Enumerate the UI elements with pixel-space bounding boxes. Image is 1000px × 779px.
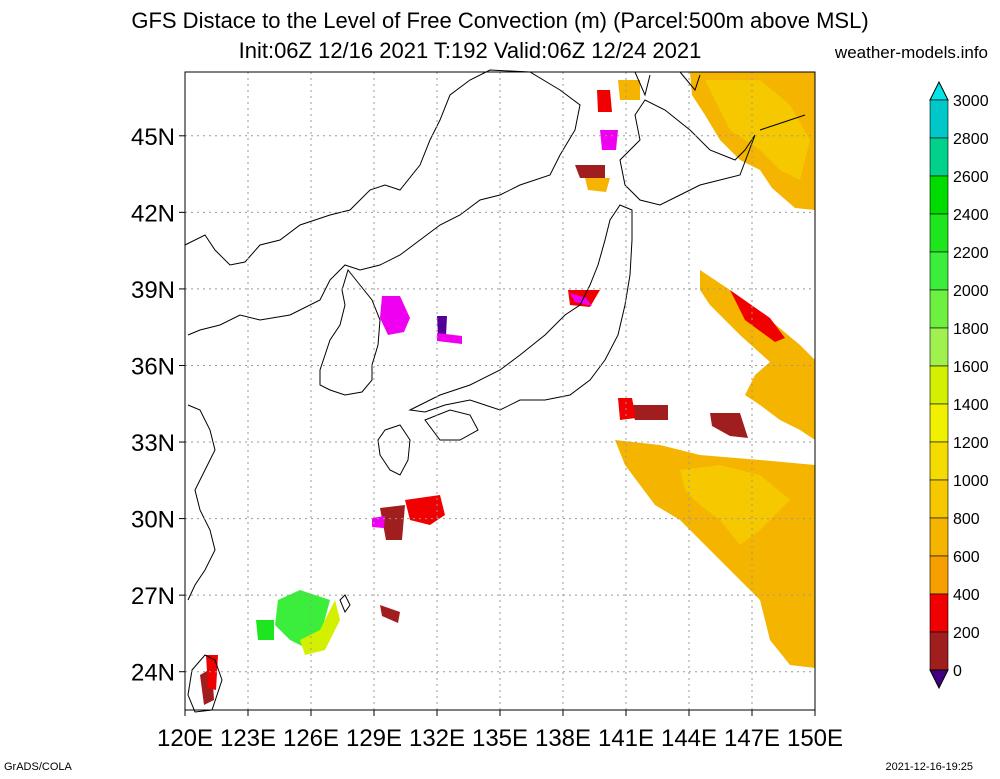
colorbar-swatch: [929, 403, 949, 443]
field-red-taiwan: [206, 655, 218, 690]
footer-timestamp: 2021-12-16-19:25: [885, 761, 973, 773]
colorbar-swatch: [929, 213, 949, 253]
footer-software-credit: GrADS/COLA: [4, 761, 72, 773]
colorbar-label: 2800: [953, 131, 989, 148]
field-orange-pacific-2: [705, 80, 810, 180]
field-red-3: [630, 405, 668, 420]
colorbar-label: 1800: [953, 321, 989, 338]
colorbar-label: 800: [953, 511, 980, 528]
colorbar-swatch: [929, 137, 949, 177]
field-red-hokkaido: [597, 90, 612, 112]
field-magenta-kyushu: [372, 516, 385, 528]
colorbar-swatch: [929, 175, 949, 215]
lat-tick-label: 45N: [131, 124, 175, 151]
colorbar-swatch: [929, 555, 949, 595]
colorbar-swatch: [929, 631, 949, 671]
colorbar-swatch: [929, 365, 949, 405]
field-red-2: [710, 413, 748, 438]
lat-tick-label: 42N: [131, 200, 175, 227]
lon-tick-label: 126E: [283, 725, 339, 752]
longitude-axis: 120E 123E 126E 129E 132E 135E 138E 141E 144E 147E…: [157, 710, 843, 752]
lon-tick-label: 123E: [220, 725, 276, 752]
colorbar-label: 2400: [953, 207, 989, 224]
colorbar-label: 1200: [953, 435, 989, 452]
colorbar-swatch: [929, 441, 949, 481]
chart-subtitle: Init:06Z 12/16 2021 T:192 Valid:06Z 12/2…: [238, 38, 702, 63]
colorbar-label: 400: [953, 587, 980, 604]
field-yellow-okinawa: [300, 600, 340, 655]
coast-kyushu: [377, 424, 411, 476]
convection-field: [200, 72, 815, 705]
colorbar-swatch: [929, 251, 949, 291]
field-magenta-honshu: [570, 293, 592, 306]
colorbar-label: 1000: [953, 473, 989, 490]
field-red-kyushu-south: [405, 495, 445, 525]
lon-tick-label: 138E: [535, 725, 591, 752]
colorbar-label: 2200: [953, 245, 989, 262]
colorbar-label: 1400: [953, 397, 989, 414]
coast-kurils: [759, 114, 806, 131]
colorbar-label: 600: [953, 549, 980, 566]
lon-tick-label: 144E: [661, 725, 717, 752]
colorbar-swatch: [929, 289, 949, 329]
lat-tick-label: 27N: [131, 583, 175, 610]
field-green-okinawa-2: [256, 620, 274, 640]
field-darkred-kyushu-south: [380, 505, 405, 540]
lon-tick-label: 120E: [157, 725, 213, 752]
lon-tick-label: 135E: [472, 725, 528, 752]
field-magenta-hokkaido: [600, 130, 618, 150]
colorbar-label: 2600: [953, 169, 989, 186]
coast-sakhalin-2: [679, 71, 701, 92]
coast-okinawa: [339, 594, 351, 614]
coast-china-east: [187, 404, 216, 601]
coastline-layer: [184, 69, 806, 713]
coast-hokkaido: [619, 99, 756, 206]
colorbar-label: 200: [953, 625, 980, 642]
lat-tick-label: 24N: [131, 660, 175, 687]
chart-title: GFS Distace to the Level of Free Convect…: [131, 8, 869, 33]
field-purple-korea: [437, 316, 447, 336]
field-darkred-ryukyu: [380, 605, 400, 623]
colorbar-label: 3000: [953, 93, 989, 110]
lon-tick-label: 132E: [409, 725, 465, 752]
field-red-4: [618, 398, 636, 420]
colorbar-swatch: [929, 479, 949, 519]
colorbar-label: 2000: [953, 283, 989, 300]
lon-tick-label: 141E: [598, 725, 654, 752]
field-darkred-hokkaido: [575, 165, 605, 178]
lon-tick-label: 147E: [724, 725, 780, 752]
source-label: weather-models.info: [834, 43, 988, 62]
coast-honshu: [408, 204, 633, 413]
field-yellow-south: [680, 465, 790, 545]
coast-taiwan: [187, 654, 223, 713]
field-magenta-korea: [380, 296, 410, 335]
field-orange-hokkaido: [618, 80, 640, 100]
colorbar-label: 1600: [953, 359, 989, 376]
coast-shikoku: [424, 409, 479, 441]
lon-tick-label: 150E: [787, 725, 843, 752]
gridlines: [185, 72, 815, 710]
lat-tick-label: 39N: [131, 277, 175, 304]
coast-korea: [319, 268, 381, 396]
colorbar-swatch: [929, 327, 949, 367]
latitude-axis: 45N 42N 39N 36N 33N 30N 27N 24N: [131, 124, 185, 687]
lat-tick-label: 30N: [131, 507, 175, 534]
colorbar-label: 0: [953, 663, 962, 680]
colorbar: 3000280026002400220020001800160014001200…: [929, 80, 989, 690]
field-magenta-korea-2: [437, 333, 462, 344]
lat-tick-label: 33N: [131, 430, 175, 457]
colorbar-bottom-arrow: [929, 669, 949, 690]
lon-tick-label: 129E: [346, 725, 402, 752]
lat-tick-label: 36N: [131, 353, 175, 380]
field-orange-band: [700, 270, 815, 440]
field-orange-hokkaido-2: [585, 178, 610, 192]
coast-asia-mainland: [184, 69, 581, 336]
field-red-1: [730, 290, 785, 342]
colorbar-swatch: [929, 517, 949, 557]
colorbar-top-arrow: [929, 80, 949, 101]
coast-sakhalin: [634, 71, 651, 97]
colorbar-swatch: [929, 99, 949, 139]
colorbar-swatch: [929, 593, 949, 633]
